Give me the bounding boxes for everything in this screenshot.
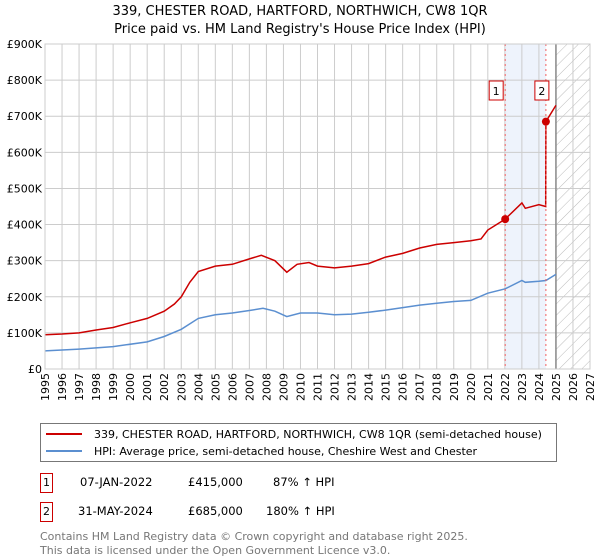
footer-copyright: Contains HM Land Registry data © Crown c… <box>40 530 468 543</box>
x-tick-label: 1997 <box>73 373 86 401</box>
x-tick-label: 2013 <box>346 373 359 401</box>
x-tick-label: 2001 <box>141 373 154 401</box>
plot-frame <box>44 43 591 370</box>
sale-price: £415,000 <box>188 475 243 489</box>
y-tick-label: £100K <box>7 327 43 340</box>
x-tick-label: 2027 <box>584 373 597 401</box>
y-tick-label: £200K <box>7 291 43 304</box>
x-tick-label: 1999 <box>107 373 120 401</box>
sale-point <box>541 117 550 126</box>
y-tick-label: £700K <box>7 110 43 123</box>
legend-item-hpi: HPI: Average price, semi-detached house,… <box>46 443 477 459</box>
footer-licence: This data is licensed under the Open Gov… <box>40 544 391 557</box>
legend-item-property: 339, CHESTER ROAD, HARTFORD, NORTHWICH, … <box>46 426 542 442</box>
x-tick-label: 2006 <box>226 373 239 401</box>
x-tick-label: 2022 <box>499 373 512 401</box>
x-tick-label: 2005 <box>209 373 222 401</box>
x-tick-label: 2007 <box>243 373 256 401</box>
y-tick-label: £800K <box>7 74 43 87</box>
x-tick-label: 2000 <box>124 373 137 401</box>
x-tick-label: 2010 <box>294 373 307 401</box>
x-tick-label: 2004 <box>192 373 205 401</box>
x-tick-label: 1996 <box>56 373 69 401</box>
legend-label: 339, CHESTER ROAD, HARTFORD, NORTHWICH, … <box>94 427 542 441</box>
x-tick-label: 2015 <box>380 373 393 401</box>
x-tick-label: 2011 <box>312 373 325 401</box>
y-tick-label: £900K <box>7 38 43 51</box>
x-tick-label: 2019 <box>448 373 461 401</box>
x-tick-label: 2008 <box>260 373 273 401</box>
chart-title: 339, CHESTER ROAD, HARTFORD, NORTHWICH, … <box>112 4 488 19</box>
sale-hpi: 87% ↑ HPI <box>273 475 335 489</box>
sale-date: 07-JAN-2022 <box>80 475 153 489</box>
legend: 339, CHESTER ROAD, HARTFORD, NORTHWICH, … <box>40 423 557 462</box>
legend-swatch-blue <box>46 450 82 452</box>
x-tick-label: 2024 <box>533 373 546 401</box>
x-tick-label: 2020 <box>465 373 478 401</box>
hpi-series-line <box>44 273 557 352</box>
sale-price: £685,000 <box>188 504 243 518</box>
sale-badge-label: 1 <box>493 85 500 98</box>
x-tick-label: 2018 <box>431 373 444 401</box>
legend-swatch-red <box>46 433 82 435</box>
legend-label: HPI: Average price, semi-detached house,… <box>94 444 478 458</box>
sale-badge-box <box>488 80 504 101</box>
x-tick-label: 2026 <box>567 373 580 401</box>
x-tick-label: 2025 <box>550 373 563 401</box>
x-tick-label: 2002 <box>158 373 171 401</box>
x-tick-label: 1995 <box>39 373 52 401</box>
chart-subtitle: Price paid vs. HM Land Registry's House … <box>114 22 486 37</box>
sale-badge: 1 <box>40 473 53 493</box>
x-tick-label: 2012 <box>329 373 342 401</box>
x-tick-label: 2003 <box>175 373 188 401</box>
sale-badge-box <box>534 80 550 101</box>
sale-badge: 2 <box>40 502 53 522</box>
x-tick-label: 2023 <box>516 373 529 401</box>
sale-point <box>501 215 510 224</box>
x-tick-label: 2014 <box>363 373 376 401</box>
x-tick-label: 2021 <box>482 373 495 401</box>
x-tick-label: 2009 <box>277 373 290 401</box>
x-tick-label: 2016 <box>397 373 410 401</box>
y-tick-label: £300K <box>7 255 43 268</box>
x-tick-label: 1998 <box>90 373 103 401</box>
price-chart: 1 2 1995 1996 1997 1998 1999 2000 2001 2002 2003 20… <box>7 38 597 401</box>
x-tick-label: 2017 <box>414 373 427 401</box>
property-series-line <box>44 105 557 336</box>
y-tick-label: £400K <box>7 219 43 232</box>
y-tick-label: £500K <box>7 182 43 195</box>
y-tick-label: £0 <box>28 363 42 376</box>
sale-date: 31-MAY-2024 <box>78 504 153 518</box>
sale-hpi: 180% ↑ HPI <box>266 504 335 518</box>
y-tick-label: £600K <box>7 146 43 159</box>
sale-badge-label: 2 <box>538 85 545 98</box>
